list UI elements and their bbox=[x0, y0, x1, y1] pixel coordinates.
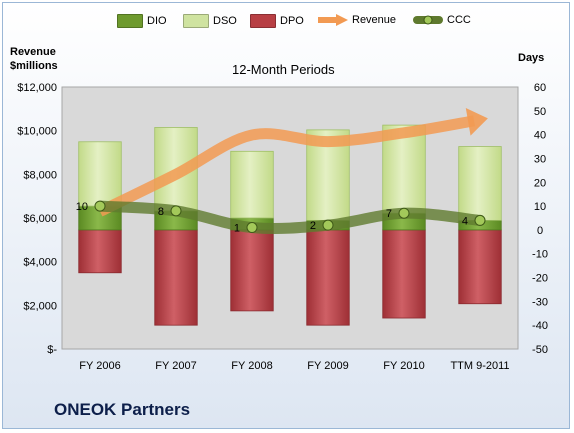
revenue-line bbox=[97, 115, 476, 217]
right-tick-label: 40 bbox=[534, 130, 546, 142]
company-name: ONEOK Partners bbox=[54, 400, 191, 419]
right-axis-title: Days bbox=[518, 52, 545, 64]
left-tick-label: $12,000 bbox=[17, 82, 57, 94]
right-tick-label: 60 bbox=[534, 82, 546, 94]
left-axis-title-line1: Revenue bbox=[10, 46, 56, 58]
left-tick-label: $4,000 bbox=[23, 257, 57, 269]
ccc-data-label: 4 bbox=[462, 215, 468, 227]
x-tick-label: TTM 9-2011 bbox=[450, 360, 509, 372]
left-axis-title-line2: $millions bbox=[10, 60, 58, 72]
right-tick-label: 50 bbox=[534, 106, 546, 118]
legend-item-dio: DIO bbox=[117, 14, 167, 28]
right-tick-label: 0 bbox=[537, 225, 543, 237]
ccc-point bbox=[170, 205, 182, 217]
legend-swatch bbox=[183, 14, 209, 28]
ccc-point bbox=[94, 200, 106, 212]
x-tick-label: FY 2008 bbox=[231, 360, 272, 372]
left-axis-title: Revenue $millions bbox=[10, 45, 58, 73]
chart-subtitle: 12-Month Periods bbox=[232, 62, 335, 77]
right-tick-label: 10 bbox=[534, 201, 546, 213]
x-tick-label: FY 2010 bbox=[383, 360, 424, 372]
bar-dso bbox=[78, 141, 122, 207]
legend-item-revenue: Revenue bbox=[318, 14, 396, 26]
right-tick-label: -30 bbox=[532, 296, 548, 308]
ccc-data-label: 8 bbox=[158, 206, 164, 218]
bar-dpo bbox=[230, 229, 274, 312]
right-tick-label: -40 bbox=[532, 320, 548, 332]
ccc-data-label: 1 bbox=[234, 223, 240, 235]
ccc-data-label: 10 bbox=[76, 201, 88, 213]
legend-label: CCC bbox=[447, 14, 471, 26]
left-tick-label: $10,000 bbox=[17, 126, 57, 138]
legend-swatch bbox=[117, 14, 143, 28]
left-tick-label: $- bbox=[47, 344, 57, 356]
left-tick-label: $2,000 bbox=[23, 300, 57, 312]
bar-dpo bbox=[78, 229, 122, 274]
ccc-point bbox=[398, 207, 410, 219]
left-tick-label: $6,000 bbox=[23, 213, 57, 225]
right-tick-label: 30 bbox=[534, 153, 546, 165]
ccc-data-label: 7 bbox=[386, 208, 392, 220]
legend-label: DIO bbox=[147, 15, 167, 27]
right-tick-label: -10 bbox=[532, 249, 548, 261]
ccc-line bbox=[94, 200, 486, 234]
right-tick-label: -20 bbox=[532, 273, 548, 285]
ccc-point bbox=[322, 219, 334, 231]
x-tick-label: FY 2007 bbox=[155, 360, 196, 372]
legend-item-dso: DSO bbox=[183, 14, 237, 28]
legend-item-ccc: CCC bbox=[413, 14, 471, 26]
legend-swatch bbox=[250, 14, 276, 28]
bar-dpo bbox=[306, 229, 350, 326]
legend-line-icon bbox=[413, 14, 443, 26]
legend-arrow-icon bbox=[318, 14, 348, 26]
left-tick-label: $8,000 bbox=[23, 169, 57, 181]
bar-dpo bbox=[458, 229, 502, 305]
bar-dso bbox=[458, 146, 502, 221]
bar-dpo bbox=[154, 229, 198, 326]
legend-label: DSO bbox=[213, 15, 237, 27]
right-tick-label: -50 bbox=[532, 344, 548, 356]
x-tick-label: FY 2009 bbox=[307, 360, 348, 372]
ccc-point bbox=[246, 222, 258, 234]
legend-item-dpo: DPO bbox=[250, 14, 304, 28]
legend-label: DPO bbox=[280, 15, 304, 27]
ccc-data-label: 2 bbox=[310, 220, 316, 232]
bar-dpo bbox=[382, 229, 426, 319]
legend: DIO DSO DPO Revenue CCC bbox=[0, 14, 574, 34]
bar-dso bbox=[230, 150, 274, 219]
x-tick-label: FY 2006 bbox=[79, 360, 120, 372]
legend-label: Revenue bbox=[352, 14, 397, 26]
revenue-arrowhead bbox=[465, 107, 488, 136]
right-tick-label: 20 bbox=[534, 177, 546, 189]
ccc-point bbox=[474, 214, 486, 226]
